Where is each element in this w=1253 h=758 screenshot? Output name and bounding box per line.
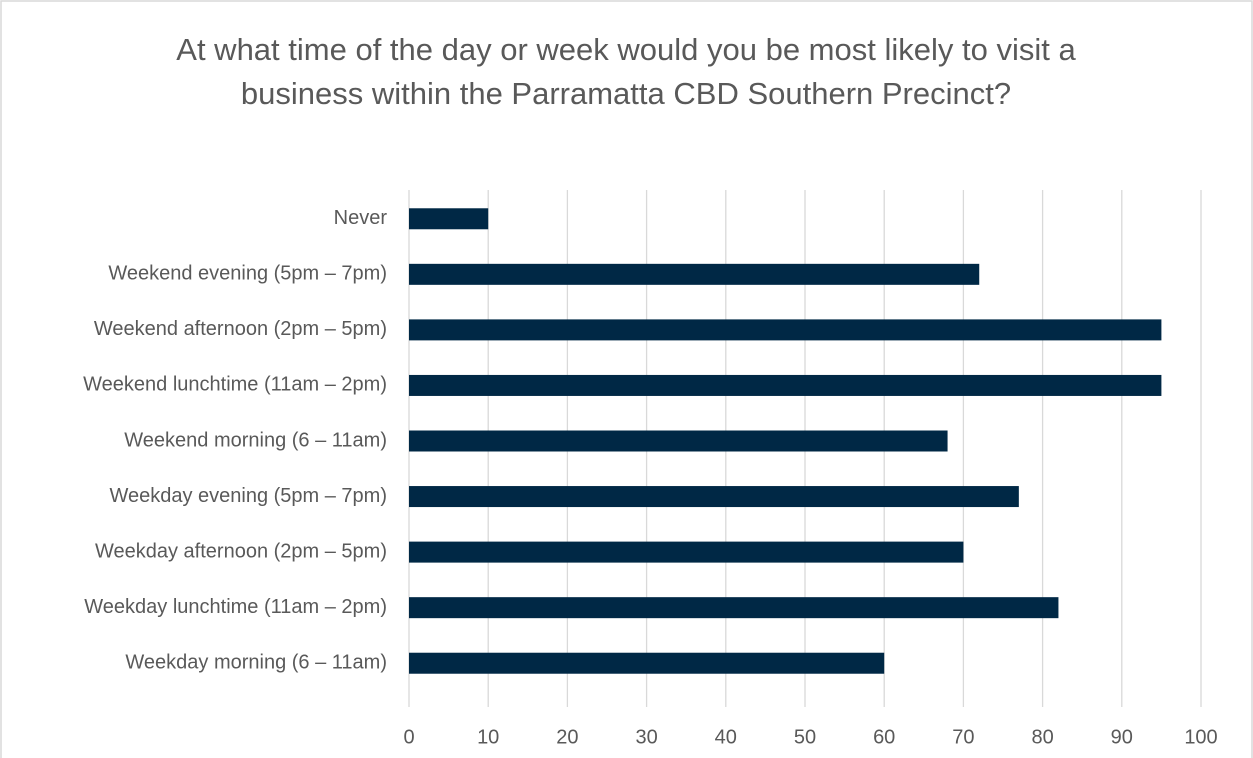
x-tick-label: 40 <box>715 726 737 748</box>
x-tick-label: 50 <box>794 726 816 748</box>
x-tick-label: 10 <box>477 726 499 748</box>
bar <box>409 263 980 285</box>
x-tick-label: 80 <box>1031 726 1053 748</box>
x-tick-label: 90 <box>1111 726 1133 748</box>
y-tick-label: Weekday morning (6 – 11am) <box>125 652 387 674</box>
bar <box>409 652 885 674</box>
x-tick-label: 70 <box>952 726 974 748</box>
x-tick-label: 100 <box>1184 726 1217 748</box>
bar <box>409 486 1019 508</box>
x-tick-label: 30 <box>635 726 657 748</box>
y-tick-label: Never <box>334 207 388 229</box>
x-tick-label: 0 <box>403 726 414 748</box>
x-tick-label: 60 <box>873 726 895 748</box>
bar <box>409 374 1162 396</box>
bar <box>409 597 1059 619</box>
y-tick-label: Weekend afternoon (2pm – 5pm) <box>94 318 387 340</box>
x-tick-label: 20 <box>556 726 578 748</box>
y-tick-label: Weekday afternoon (2pm – 5pm) <box>95 540 387 562</box>
y-tick-label: Weekend lunchtime (11am – 2pm) <box>83 374 387 396</box>
bar <box>409 430 948 452</box>
chart-title: At what time of the day or week would yo… <box>176 32 1076 111</box>
bar <box>409 208 489 230</box>
y-tick-label: Weekend morning (6 – 11am) <box>124 429 387 451</box>
y-tick-label: Weekday evening (5pm – 7pm) <box>109 485 387 507</box>
bar <box>409 319 1162 341</box>
y-tick-label: Weekend evening (5pm – 7pm) <box>108 263 387 285</box>
y-tick-label: Weekday lunchtime (11am – 2pm) <box>84 596 387 618</box>
bar <box>409 541 964 563</box>
